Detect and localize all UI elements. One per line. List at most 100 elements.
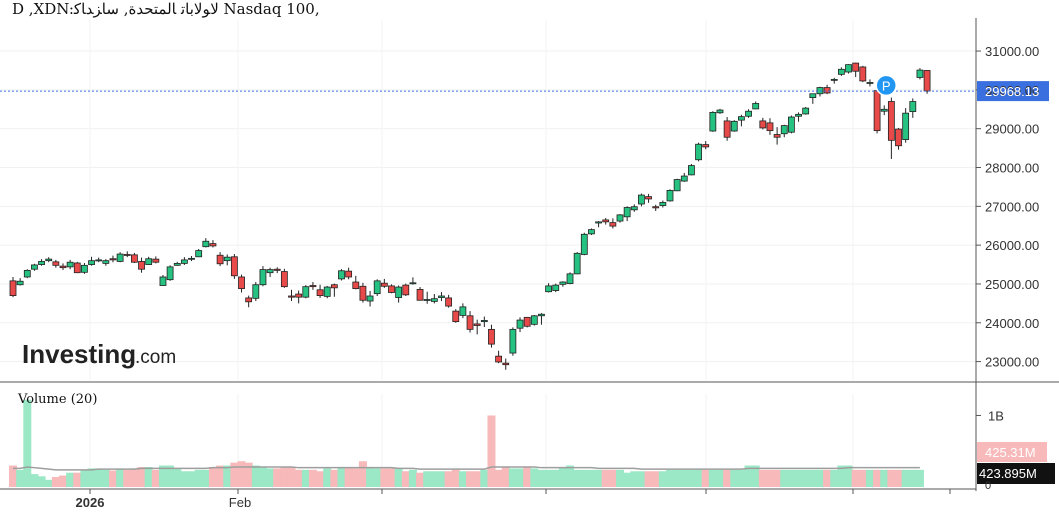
volume-bar [401, 471, 410, 487]
candle-body [545, 285, 552, 293]
candle [638, 193, 645, 207]
candle-body [288, 295, 295, 298]
volume-ma-line [13, 466, 920, 471]
candle-body [416, 288, 424, 301]
candle-body [252, 284, 260, 299]
candle [430, 294, 438, 304]
volume-bar [251, 465, 260, 487]
volume-bar [23, 399, 32, 487]
volume-bar [466, 471, 475, 487]
candle [666, 189, 674, 202]
candle [402, 283, 410, 296]
candle [459, 303, 467, 319]
candle [816, 86, 824, 97]
candle-body [438, 295, 445, 298]
candle [516, 317, 524, 333]
candle-body [409, 282, 417, 285]
candle [623, 206, 631, 222]
volume-label: Volume (20) [17, 392, 97, 407]
candle-body [88, 260, 95, 265]
candle-body [131, 254, 138, 263]
volume-bar [208, 466, 217, 487]
volume-bar [30, 474, 39, 487]
volume-bar [823, 469, 832, 487]
candle-body [295, 293, 303, 298]
candle-body [823, 87, 831, 94]
volume-bar [80, 469, 89, 487]
candle-body [338, 270, 345, 280]
candle [723, 117, 731, 141]
candle-body [388, 285, 395, 293]
candle [602, 217, 610, 225]
volume-bar [501, 466, 510, 487]
volume-bar [908, 469, 917, 487]
candle [395, 285, 403, 303]
candle [288, 289, 295, 302]
candle-body [623, 207, 631, 218]
candle [745, 109, 752, 118]
candle [552, 283, 560, 293]
volume-bar [708, 469, 717, 487]
investing-logo: Investing .com [22, 339, 176, 369]
candle [923, 70, 931, 94]
candle [438, 292, 445, 302]
candle [523, 316, 531, 328]
candle [837, 67, 845, 76]
candle-body [66, 261, 74, 268]
candle [588, 228, 595, 236]
candle [31, 263, 38, 271]
candle-body [259, 269, 267, 286]
volume-bar [580, 469, 589, 487]
volume-bar [673, 469, 682, 487]
volume-bar [815, 469, 824, 487]
volume-bar [687, 469, 696, 487]
candle-body [495, 355, 503, 363]
candle [595, 221, 602, 228]
candle-body [866, 82, 874, 84]
candle-body [638, 194, 645, 205]
candle [66, 259, 74, 270]
candle-body [566, 273, 574, 284]
volume-bar [458, 471, 467, 487]
volume-bar [901, 469, 910, 487]
volume-bar [373, 468, 382, 487]
candle-body [688, 165, 695, 176]
candle-body [31, 264, 38, 270]
volume-bar [444, 471, 453, 487]
x-label-feb: Feb [229, 495, 251, 510]
volume-bar [544, 469, 553, 487]
candle [180, 257, 188, 265]
candle [709, 111, 717, 132]
candle-body [837, 68, 845, 75]
candle [659, 200, 667, 208]
volume-bar [44, 479, 53, 487]
candle-body [773, 134, 781, 138]
axis-labels: 31000.00 30000.00 29000.00 28000.00 27000.00… [17, 44, 1039, 510]
volume-bar [730, 469, 739, 487]
volume-bar [266, 468, 275, 487]
candle [630, 204, 638, 212]
volume-bar [894, 469, 903, 487]
volume-bar [151, 469, 160, 487]
candle [580, 232, 588, 256]
volume-bar [723, 469, 732, 487]
candle [266, 267, 274, 277]
volume-bar [537, 469, 546, 487]
volume-bar [330, 469, 339, 487]
candle [209, 240, 217, 248]
candle [188, 256, 195, 262]
candle [652, 204, 660, 211]
candle [238, 274, 245, 293]
candle-body [152, 258, 160, 263]
volume-bar [865, 469, 874, 487]
candle-body [923, 70, 931, 92]
volume-bar [808, 469, 817, 487]
candle [759, 117, 767, 130]
candle-body [45, 258, 53, 262]
candle [559, 281, 567, 287]
candle [695, 142, 702, 162]
candle-body [145, 258, 153, 265]
candle [388, 284, 395, 294]
candle-body [809, 93, 817, 99]
